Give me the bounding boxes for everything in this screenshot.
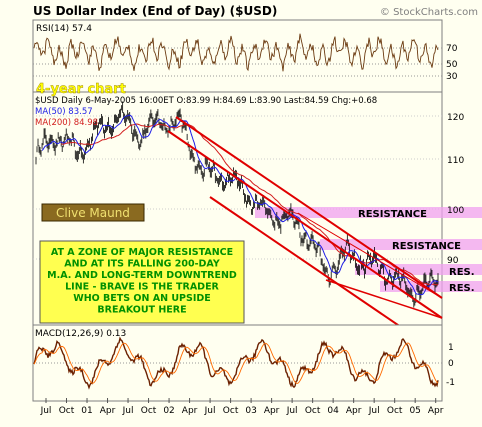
- rsi-label: RSI(14) 57.4: [36, 24, 92, 34]
- resistance-label-2: RESISTANCE: [392, 241, 461, 252]
- x-tick-label: Apr: [100, 406, 116, 416]
- x-tick-label: Oct: [305, 406, 321, 416]
- chart-title: US Dollar Index (End of Day) ($USD): [33, 4, 277, 18]
- x-tick-label: Apr: [182, 406, 198, 416]
- x-tick-label: 02: [163, 406, 174, 416]
- annotation-line: BREAKOUT HERE: [97, 305, 186, 316]
- x-tick-label: 05: [409, 406, 420, 416]
- x-tick-label: Jul: [204, 406, 216, 416]
- resistance-band-3: [355, 264, 482, 275]
- period-note: 4-year chart: [36, 82, 126, 97]
- price-tick-110: 110: [447, 156, 464, 166]
- trend-line-middle: [167, 130, 443, 319]
- rsi-tick-50: 50: [446, 60, 458, 70]
- resistance-band-4: [380, 281, 482, 292]
- macd-tick-0: 0: [448, 359, 454, 369]
- x-tick-label: Oct: [223, 406, 239, 416]
- annotation-text: AT A ZONE OF MAJOR RESISTANCE AND AT ITS …: [47, 247, 237, 316]
- macd-label: MACD(12,26,9) 0.13: [35, 329, 126, 339]
- x-tick-label: Apr: [428, 406, 444, 416]
- annotation-line: AND AT ITS FALLING 200-DAY: [64, 259, 220, 270]
- copyright-text: © StockCharts.com: [380, 7, 478, 18]
- x-tick-label: Apr: [264, 406, 280, 416]
- resistance-band-1: [255, 207, 482, 218]
- rsi-tick-70: 70: [446, 44, 458, 54]
- x-tick-label: Apr: [346, 406, 362, 416]
- macd-line: [33, 336, 439, 390]
- annotation-line: WHO BETS ON AN UPSIDE: [73, 293, 211, 304]
- x-tick-label: Jul: [122, 406, 134, 416]
- annotation-line: M.A. AND LONG-TERM DOWNTREND: [47, 270, 237, 281]
- x-tick-label: 04: [327, 406, 339, 416]
- resistance-label-4: RES.: [449, 283, 475, 294]
- ma50-label: MA(50) 83.57: [35, 107, 93, 117]
- price-tick-100: 100: [447, 206, 464, 216]
- x-tick-label: Jul: [40, 406, 52, 416]
- annotation-line: LINE - BRAVE IS THE TRADER: [65, 282, 219, 293]
- resistance-label-1: RESISTANCE: [358, 209, 427, 220]
- x-axis: Jul Oct 01 Apr Jul Oct 02 Apr Jul Oct 03 Apr Jul Oct 0…: [40, 398, 444, 416]
- macd-signal-line: [33, 342, 439, 384]
- rsi-panel: [32, 19, 443, 93]
- x-tick-label: Oct: [141, 406, 157, 416]
- price-info: $USD Daily 6-May-2005 16:00ET O:83.99 H:…: [35, 96, 377, 106]
- rsi-tick-30: 30: [446, 72, 458, 82]
- author-logo: [41, 203, 145, 222]
- x-tick-label: Jul: [368, 406, 380, 416]
- author-name: Clive Maund: [56, 206, 130, 220]
- macd-group: [33, 336, 439, 390]
- macd-tick-1: 1: [448, 343, 454, 353]
- annotation-box: [39, 240, 245, 324]
- rsi-line-group: [33, 33, 439, 72]
- trend-line-upper: [175, 116, 443, 299]
- rsi-line: [33, 33, 439, 72]
- trend-line-support: [325, 279, 443, 319]
- price-tick-120: 120: [447, 113, 464, 123]
- macd-tick-neg1: -1: [446, 378, 455, 388]
- x-tick-label: Jul: [286, 406, 298, 416]
- x-tick-label: Oct: [59, 406, 75, 416]
- trend-line-inner: [297, 212, 443, 299]
- resistance-band-2: [320, 239, 482, 250]
- x-tick-label: Oct: [387, 406, 403, 416]
- ma200-label: MA(200) 84.98: [35, 118, 98, 128]
- price-tick-90: 90: [447, 256, 459, 266]
- annotation-line: AT A ZONE OF MAJOR RESISTANCE: [51, 247, 233, 258]
- x-tick-label: 03: [245, 406, 256, 416]
- resistance-label-3: RES.: [449, 267, 475, 278]
- x-tick-label: 01: [81, 406, 92, 416]
